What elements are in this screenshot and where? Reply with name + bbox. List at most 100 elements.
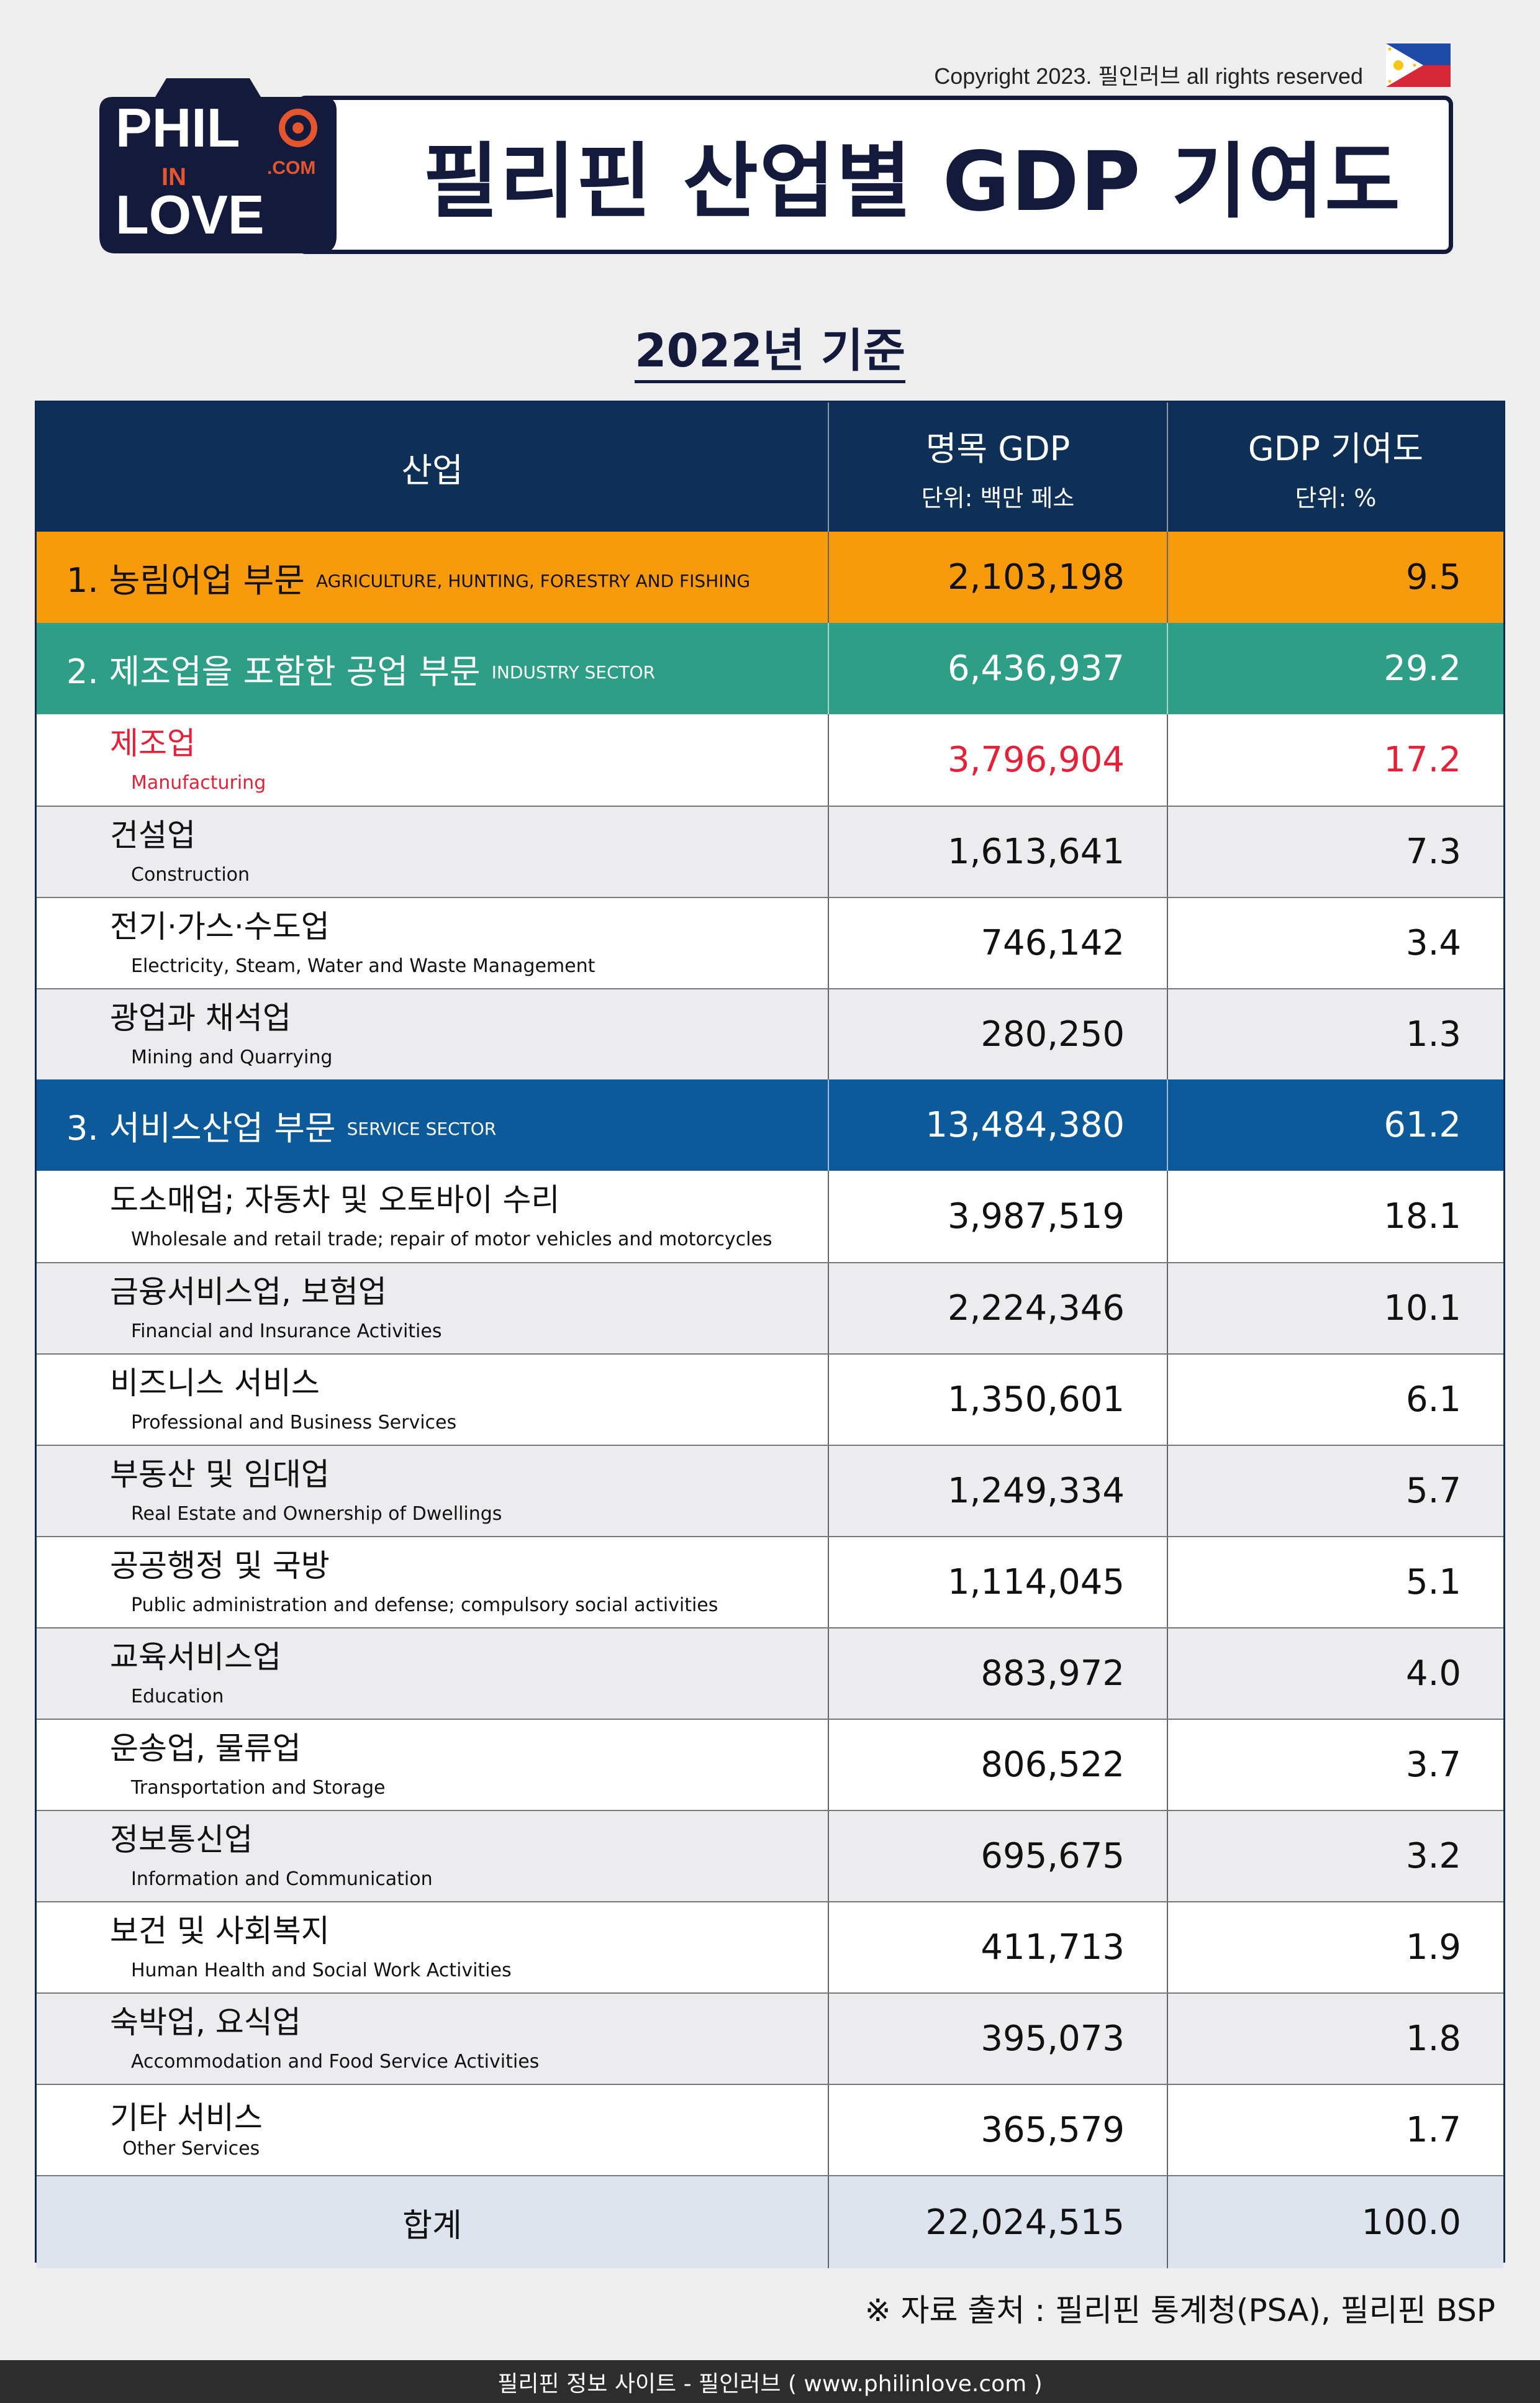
- table-row: 숙박업, 요식업 Accommodation and Food Service …: [37, 1992, 1503, 2084]
- row-share: 10.1: [1167, 1263, 1503, 1353]
- row-label-en: Professional and Business Services: [131, 1411, 457, 1433]
- header-share-unit: 단위: %: [1295, 484, 1377, 512]
- section-label-cell: 3. 서비스산업 부문 SERVICE SECTOR: [37, 1079, 828, 1171]
- row-label-en: Construction: [131, 863, 250, 886]
- table-row: 정보통신업 Information and Communication 695,…: [37, 1810, 1503, 1901]
- row-label-en: Information and Communication: [131, 1868, 433, 1890]
- section-share: 29.2: [1167, 623, 1503, 714]
- section-share: 9.5: [1167, 532, 1503, 623]
- row-gdp: 1,613,641: [828, 807, 1167, 897]
- total-label: 합계: [402, 2207, 462, 2245]
- row-gdp: 746,142: [828, 898, 1167, 988]
- row-gdp: 1,114,045: [828, 1537, 1167, 1627]
- row-label-cell: 광업과 채석업 Mining and Quarrying: [37, 989, 828, 1079]
- row-share: 1.9: [1167, 1902, 1503, 1992]
- section-row-service: 3. 서비스산업 부문 SERVICE SECTOR 13,484,380 61…: [37, 1079, 1503, 1171]
- table-row: 교육서비스업 Education 883,972 4.0: [37, 1627, 1503, 1719]
- table-row: 비즈니스 서비스 Professional and Business Servi…: [37, 1353, 1503, 1445]
- row-label: 보건 및 사회복지: [110, 1912, 330, 1949]
- row-label: 교육서비스업: [110, 1638, 281, 1675]
- row-label-cell: 도소매업; 자동차 및 오토바이 수리 Wholesale and retail…: [37, 1171, 828, 1262]
- subtitle-text: 2022년 기준: [635, 324, 905, 383]
- row-label-cell: 보건 및 사회복지 Human Health and Social Work A…: [37, 1902, 828, 1992]
- header-industry: 산업: [401, 450, 463, 490]
- total-share: 100.0: [1167, 2176, 1503, 2268]
- row-label: 금융서비스업, 보험업: [110, 1273, 387, 1310]
- logo-com: .COM: [267, 158, 315, 178]
- row-share: 1.7: [1167, 2085, 1503, 2175]
- row-label: 운송업, 물류업: [110, 1730, 301, 1766]
- row-gdp: 3,987,519: [828, 1171, 1167, 1262]
- row-label-cell: 건설업 Construction: [37, 807, 828, 897]
- header-gdp-label: 명목 GDP: [925, 429, 1071, 468]
- section-row-industry: 2. 제조업을 포함한 공업 부문 INDUSTRY SECTOR 6,436,…: [37, 623, 1503, 714]
- table-row: 금융서비스업, 보험업 Financial and Insurance Acti…: [37, 1262, 1503, 1353]
- row-label-cell: 공공행정 및 국방 Public administration and defe…: [37, 1537, 828, 1627]
- row-label-en: Accommodation and Food Service Activitie…: [131, 2050, 540, 2073]
- copyright-text: Copyright 2023. 필인러브 all rights reserved: [934, 63, 1363, 89]
- row-label-cell: 제조업 Manufacturing: [37, 714, 828, 806]
- table-row: 광업과 채석업 Mining and Quarrying 280,250 1.3: [37, 988, 1503, 1079]
- title-box: 필리핀 산업별 GDP 기여도: [297, 96, 1453, 254]
- row-label-en: Real Estate and Ownership of Dwellings: [131, 1502, 502, 1525]
- section-gdp: 2,103,198: [828, 532, 1167, 623]
- row-label: 정보통신업: [110, 1821, 253, 1858]
- row-share: 1.8: [1167, 1994, 1503, 2084]
- table-row: 도소매업; 자동차 및 오토바이 수리 Wholesale and retail…: [37, 1171, 1503, 1262]
- row-label: 숙박업, 요식업: [110, 2004, 301, 2040]
- row-label-cell: 운송업, 물류업 Transportation and Storage: [37, 1720, 828, 1810]
- row-label-en: Human Health and Social Work Activities: [131, 1959, 512, 1981]
- row-label-en: Education: [131, 1685, 224, 1707]
- row-gdp: 883,972: [828, 1628, 1167, 1719]
- row-label: 건설업: [110, 817, 196, 853]
- section-label-en: INDUSTRY SECTOR: [491, 662, 656, 683]
- footer-text: 필리핀 정보 사이트 - 필인러브 ( www.philinlove.com ): [497, 2371, 1043, 2397]
- section-label-en: AGRICULTURE, HUNTING, FORESTRY AND FISHI…: [315, 571, 751, 591]
- source-note: ※ 자료 출처 : 필리핀 통계청(PSA), 필리핀 BSP: [864, 2292, 1495, 2328]
- table-header-row: 산업 명목 GDP 단위: 백만 페소 GDP 기여도 단위: %: [37, 402, 1503, 532]
- row-gdp: 3,796,904: [828, 714, 1167, 806]
- table-row: 건설업 Construction 1,613,641 7.3: [37, 806, 1503, 897]
- row-label-cell: 부동산 및 임대업 Real Estate and Ownership of D…: [37, 1446, 828, 1536]
- section-label: 2. 제조업을 포함한 공업 부문: [66, 652, 481, 691]
- row-label-en: Manufacturing: [131, 771, 266, 794]
- section-gdp: 13,484,380: [828, 1079, 1167, 1171]
- table-row: 부동산 및 임대업 Real Estate and Ownership of D…: [37, 1445, 1503, 1536]
- row-gdp: 2,224,346: [828, 1263, 1167, 1353]
- logo-phil: PHIL: [116, 97, 240, 158]
- row-label: 도소매업; 자동차 및 오토바이 수리: [110, 1181, 560, 1218]
- subtitle: 2022년 기준: [0, 314, 1540, 383]
- row-label: 전기·가스·수도업: [110, 908, 330, 945]
- table-row: 제조업 Manufacturing 3,796,904 17.2: [37, 714, 1503, 806]
- section-share: 61.2: [1167, 1079, 1503, 1171]
- header-gdp: 명목 GDP 단위: 백만 페소: [828, 402, 1167, 532]
- row-gdp: 806,522: [828, 1720, 1167, 1810]
- row-gdp: 1,249,334: [828, 1446, 1167, 1536]
- row-label: 제조업: [110, 725, 196, 761]
- total-gdp: 22,024,515: [828, 2176, 1167, 2268]
- header-share-label: GDP 기여도: [1248, 429, 1424, 468]
- footer: 필리핀 정보 사이트 - 필인러브 ( www.philinlove.com ): [0, 2360, 1540, 2403]
- row-label-en: Public administration and defense; compu…: [131, 1594, 718, 1616]
- section-label-cell: 2. 제조업을 포함한 공업 부문 INDUSTRY SECTOR: [37, 623, 828, 714]
- table-row: 보건 및 사회복지 Human Health and Social Work A…: [37, 1901, 1503, 1992]
- section-label: 3. 서비스산업 부문: [66, 1109, 336, 1148]
- gdp-table: 산업 명목 GDP 단위: 백만 페소 GDP 기여도 단위: % 1. 농림어…: [35, 401, 1505, 2268]
- section-gdp: 6,436,937: [828, 623, 1167, 714]
- row-share: 3.7: [1167, 1720, 1503, 1810]
- row-label-en: Wholesale and retail trade; repair of mo…: [131, 1228, 772, 1250]
- row-share: 5.7: [1167, 1446, 1503, 1536]
- logo-in: IN: [161, 163, 186, 191]
- row-label: 비즈니스 서비스: [110, 1365, 320, 1401]
- row-share: 17.2: [1167, 714, 1503, 806]
- table-row: 공공행정 및 국방 Public administration and defe…: [37, 1536, 1503, 1627]
- row-gdp: 411,713: [828, 1902, 1167, 1992]
- row-gdp: 280,250: [828, 989, 1167, 1079]
- row-label-cell: 교육서비스업 Education: [37, 1628, 828, 1719]
- row-label-cell: 비즈니스 서비스 Professional and Business Servi…: [37, 1355, 828, 1445]
- table-row: 운송업, 물류업 Transportation and Storage 806,…: [37, 1719, 1503, 1810]
- logo-love: LOVE: [116, 184, 265, 245]
- row-label-en: Transportation and Storage: [131, 1776, 386, 1799]
- row-share: 3.2: [1167, 1811, 1503, 1901]
- section-row-agriculture: 1. 농림어업 부문 AGRICULTURE, HUNTING, FORESTR…: [37, 532, 1503, 623]
